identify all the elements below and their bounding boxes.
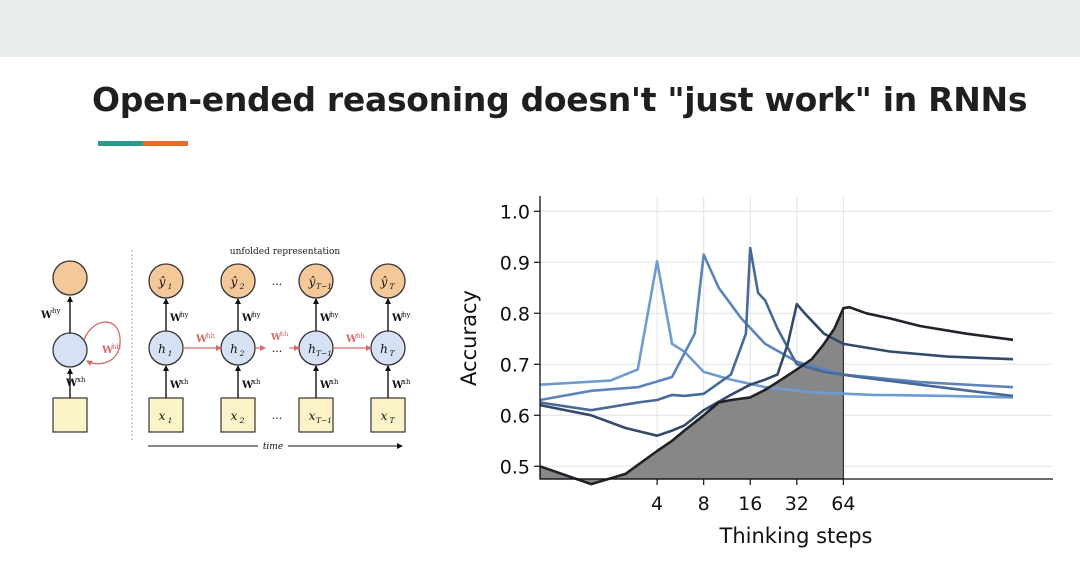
input-label: x xyxy=(381,409,388,423)
folded-label-w-hh: W xyxy=(101,345,114,356)
hidden-subscript: 1 xyxy=(168,349,173,358)
chart-ticks: 0.5 0.6 0.7 0.8 0.9 1.0 4 8 16 32 64 xyxy=(500,201,856,515)
ellipsis: ... xyxy=(272,409,283,422)
label-w-hy: W xyxy=(319,313,332,324)
input-label: x xyxy=(159,409,166,423)
y-axis-label: Accuracy xyxy=(457,290,481,386)
y-tick-label: 0.6 xyxy=(500,405,530,427)
label-w-hh: W xyxy=(345,334,358,345)
label-xh-sup: xh xyxy=(180,378,189,386)
folded-label-w-hy: W xyxy=(40,310,53,321)
output-subscript: T xyxy=(389,282,395,291)
label-xh-sup: xh xyxy=(402,378,411,386)
folded-output-node xyxy=(52,260,88,296)
label-hh-sup: hh xyxy=(280,330,288,338)
label-w-xh: W xyxy=(169,380,182,391)
y-tick-label: 0.8 xyxy=(500,303,530,325)
label-w-xh: W xyxy=(319,380,332,391)
y-tick-label: 0.9 xyxy=(500,252,530,274)
label-hy-sup: hy xyxy=(330,311,339,319)
output-label: ŷ xyxy=(230,275,238,289)
input-node xyxy=(220,397,256,433)
hidden-subscript: T xyxy=(389,349,395,358)
label-w-hy: W xyxy=(169,313,182,324)
unfolded-caption: unfolded representation xyxy=(230,247,341,257)
hidden-subscript: T−1 xyxy=(316,349,332,358)
y-tick-label: 1.0 xyxy=(500,201,530,223)
input-label: x xyxy=(231,409,238,423)
ellipsis: ... xyxy=(272,275,283,288)
folded-label-hh-sup: hh xyxy=(112,343,122,351)
label-xh-sup: xh xyxy=(330,378,339,386)
top-banner xyxy=(0,0,1080,57)
series-line xyxy=(539,246,1014,412)
input-subscript: T xyxy=(389,416,395,425)
input-label: x xyxy=(309,409,316,423)
slide-title: Open-ended reasoning doesn't "just work"… xyxy=(92,80,1028,119)
label-hh-sup: hh xyxy=(206,332,216,340)
hidden-label: h xyxy=(380,342,388,356)
label-w-xh: W xyxy=(391,380,404,391)
hidden-label: h xyxy=(230,342,238,356)
input-subscript: T−1 xyxy=(316,416,332,425)
folded-label-w-xh: W xyxy=(65,378,78,389)
x-tick-label: 16 xyxy=(738,493,762,515)
x-axis-label: Thinking steps xyxy=(719,524,873,548)
y-tick-label: 0.7 xyxy=(500,354,530,376)
input-subscript: 1 xyxy=(168,416,173,425)
folded-label-hy-sup: hy xyxy=(52,307,61,315)
ellipsis: ... xyxy=(272,342,283,355)
hidden-label: h xyxy=(308,342,316,356)
x-tick-label: 4 xyxy=(651,493,663,515)
input-subscript: 2 xyxy=(239,416,245,425)
folded-label-xh-sup: xh xyxy=(77,376,86,384)
label-hy-sup: hy xyxy=(402,311,411,319)
y-tick-label: 0.5 xyxy=(500,456,530,478)
accent-bar-orange xyxy=(143,141,188,146)
series-line xyxy=(539,260,1014,399)
output-subscript: T−1 xyxy=(316,282,332,291)
folded-recurrent-loop xyxy=(83,321,121,367)
hidden-label: h xyxy=(158,342,166,356)
label-hy-sup: hy xyxy=(180,311,189,319)
output-label: ŷ xyxy=(308,275,316,289)
label-w-hh: W xyxy=(195,334,208,345)
input-node xyxy=(148,397,184,433)
label-xh-sup: xh xyxy=(252,378,261,386)
chart-lines xyxy=(539,246,1014,486)
series-line xyxy=(539,302,1014,437)
series-line xyxy=(539,305,1014,486)
x-tick-label: 64 xyxy=(831,493,855,515)
output-label: ŷ xyxy=(380,275,388,289)
accent-bar-teal xyxy=(98,141,143,146)
x-tick-label: 8 xyxy=(698,493,710,515)
label-w-hy: W xyxy=(241,313,254,324)
output-subscript: 2 xyxy=(239,282,245,291)
label-w-hh: W xyxy=(270,333,282,343)
x-tick-label: 32 xyxy=(785,493,809,515)
label-hh-sup: hh xyxy=(356,332,366,340)
output-subscript: 1 xyxy=(168,282,173,291)
label-w-xh: W xyxy=(241,380,254,391)
hidden-subscript: 2 xyxy=(239,349,245,358)
input-node xyxy=(298,397,334,433)
output-label: ŷ xyxy=(158,275,166,289)
label-w-hy: W xyxy=(391,313,404,324)
label-hy-sup: hy xyxy=(252,311,261,319)
time-label: time xyxy=(263,442,283,452)
time-label-bg xyxy=(258,438,288,452)
